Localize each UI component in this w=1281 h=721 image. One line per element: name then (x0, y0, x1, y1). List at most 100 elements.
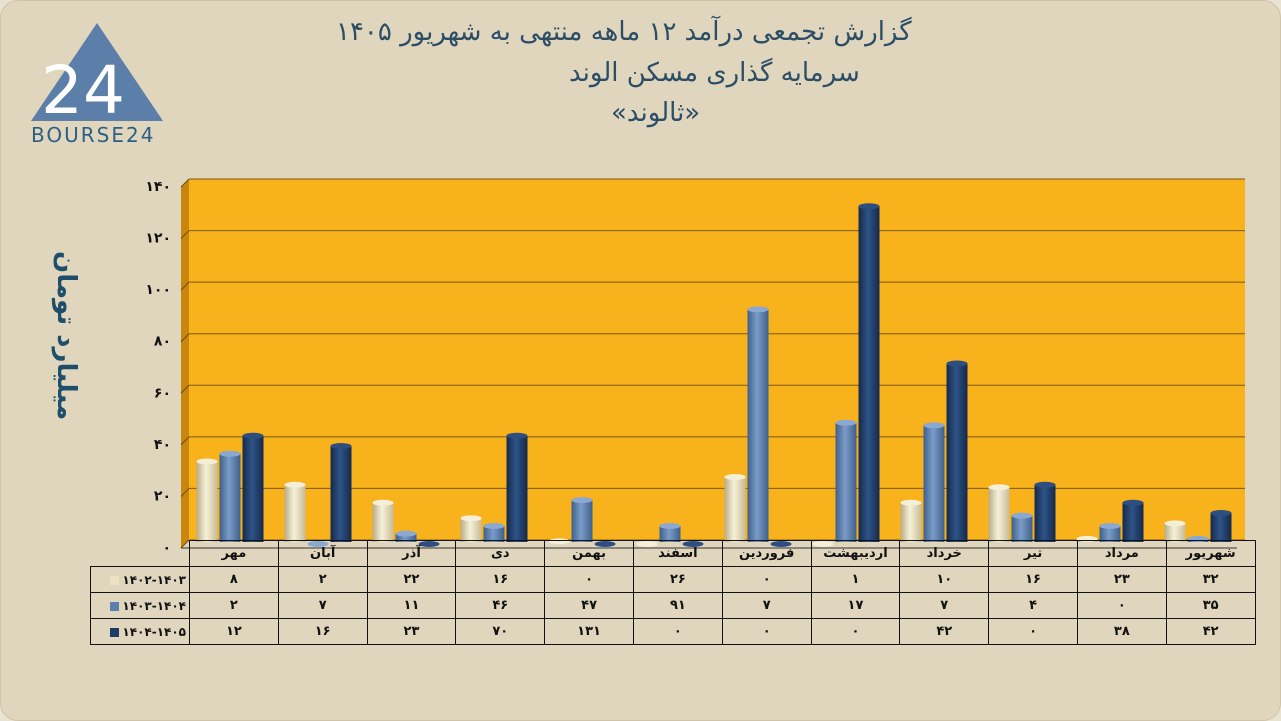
bar (659, 525, 681, 542)
value-cell: ۸ (189, 566, 279, 593)
value-cell: ۱۳۱ (544, 618, 634, 645)
value-cell: ۰ (1076, 592, 1167, 619)
value-cell: ۷ (721, 592, 812, 619)
value-cell: ۲۳ (1076, 566, 1167, 593)
value-cell: ۰ (544, 566, 634, 593)
plot-background (189, 179, 1245, 540)
value-cell: ۰ (632, 618, 723, 645)
chart-subtitle: سرمایه گذاری مسکن الوند (569, 58, 860, 88)
bar (571, 500, 593, 542)
bar-cap (460, 515, 482, 522)
category-cell: آذر (366, 540, 457, 567)
bar-cap (724, 473, 746, 480)
value-cell: ۱۱ (366, 592, 457, 619)
category-cell: بهمن (544, 540, 634, 567)
bar-cap (923, 422, 945, 429)
value-cell: ۴۲ (1165, 618, 1256, 645)
bar (395, 533, 417, 542)
series-name: ۱۴۰۳-۱۴۰۴ (122, 598, 186, 613)
value-cell: ۲ (277, 566, 368, 593)
value-cell: ۱ (810, 566, 901, 593)
bar (330, 446, 352, 542)
bar-cap (946, 360, 968, 367)
value-cell: ۲۲ (366, 566, 457, 593)
bar-cap (1210, 510, 1232, 517)
value-cell: ۳۸ (1076, 618, 1167, 645)
value-cell: ۲۶ (632, 566, 723, 593)
category-cell: خرداد (899, 540, 990, 567)
category-cell: فروردین (721, 540, 812, 567)
bar (483, 525, 505, 542)
bar (506, 435, 528, 542)
logo-numeral: 24 (41, 52, 125, 129)
bourse24-logo: 24 (31, 23, 163, 129)
value-cell: ۱۰ (899, 566, 990, 593)
bar (372, 502, 394, 542)
value-cell: ۰ (721, 618, 812, 645)
bar-cap (242, 432, 264, 439)
y-tick-label: ۲۰ (154, 488, 171, 504)
bar-cap (1011, 512, 1033, 519)
bar (835, 422, 857, 542)
y-tick-label: ۱۴۰ (145, 179, 171, 195)
bar (900, 502, 922, 542)
series-name: ۱۴۰۲-۱۴۰۳ (122, 572, 186, 587)
y-tick-label: ۱۰۰ (145, 282, 171, 298)
gridline-depth (180, 333, 190, 343)
value-cell: ۱۷ (810, 592, 901, 619)
category-cell: اسفند (632, 540, 723, 567)
bar-cap (395, 530, 417, 537)
bar-cap (571, 497, 593, 504)
series-legend-cell: ۱۴۰۲-۱۴۰۳ (90, 566, 190, 593)
bar-cap (330, 443, 352, 450)
chart-title: گزارش تجمعی درآمد ۱۲ ماهه منتهی به شهریو… (336, 17, 912, 47)
bar-cap (1099, 522, 1121, 529)
value-cell: ۷ (899, 592, 990, 619)
legend-swatch (110, 575, 120, 585)
bar-cap (858, 203, 880, 210)
gridline-depth (180, 178, 190, 188)
bar (1164, 523, 1186, 542)
value-cell: ۰ (988, 618, 1078, 645)
table-row-series-3: ۱۴۰۴-۱۴۰۵ ۱۲ ۱۶ ۲۳ ۷۰ ۱۳۱ ۰ ۰ ۰ ۴۲ ۰ ۳۸ … (90, 618, 1256, 645)
bar (747, 309, 769, 542)
bar-cap (835, 419, 857, 426)
bar (460, 518, 482, 542)
bar (196, 461, 218, 542)
value-cell: ۷۰ (455, 618, 546, 645)
gridline-depth (180, 488, 190, 497)
chart-symbol: «ثالوند» (611, 98, 701, 128)
value-cell: ۲ (189, 592, 279, 619)
logo-text: BOURSE24 (31, 123, 156, 147)
value-cell: ۴۲ (899, 618, 990, 645)
bar (1099, 525, 1121, 542)
y-tick-label: ۱۲۰ (145, 231, 171, 247)
series-name: ۱۴۰۴-۱۴۰۵ (122, 624, 186, 639)
bar (219, 453, 241, 542)
bar-cap (483, 522, 505, 529)
bar (284, 484, 306, 542)
bar-cap (1034, 481, 1056, 488)
gridline-depth (180, 436, 190, 446)
series-legend-cell: ۱۴۰۳-۱۴۰۴ (90, 592, 190, 619)
legend-swatch (110, 627, 120, 637)
value-cell: ۹۱ (632, 592, 723, 619)
bar-cap (372, 499, 394, 506)
value-cell: ۰ (721, 566, 812, 593)
category-cell: تیر (988, 540, 1078, 567)
series-legend-cell: ۱۴۰۴-۱۴۰۵ (90, 618, 190, 645)
category-cell: آبان (277, 540, 368, 567)
bar (1034, 484, 1056, 542)
value-cell: ۴۷ (544, 592, 634, 619)
bar-cap (506, 432, 528, 439)
category-cell: شهریور (1165, 540, 1256, 567)
value-cell: ۱۲ (189, 618, 279, 645)
bar-cap (1122, 499, 1144, 506)
value-cell: ۳۲ (1165, 566, 1256, 593)
value-cell: ۱۶ (455, 566, 546, 593)
value-cell: ۷ (277, 592, 368, 619)
bar-cap (659, 522, 681, 529)
bar (923, 425, 945, 542)
